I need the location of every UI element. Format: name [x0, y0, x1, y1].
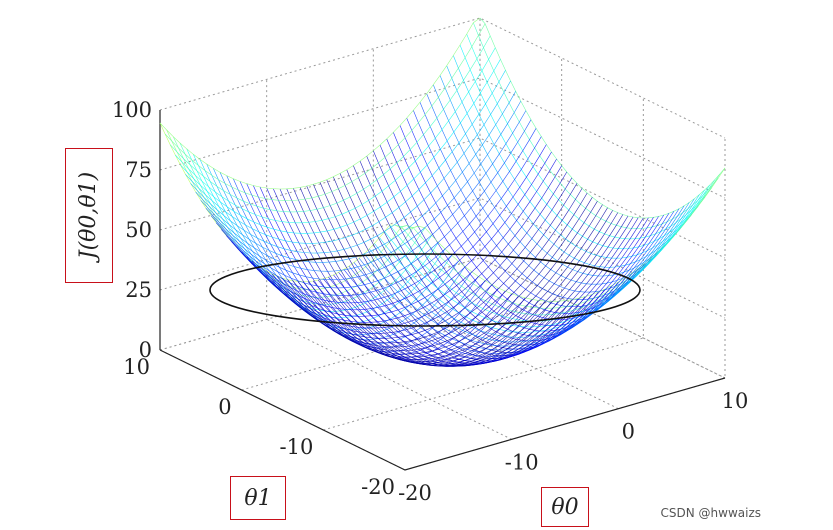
z-tick-label: 25 — [125, 278, 152, 302]
mesh-line-v — [348, 213, 670, 357]
mesh-line-v — [195, 91, 516, 263]
mesh-line-u — [473, 22, 719, 229]
contour-ellipse — [209, 253, 641, 327]
mesh-line-v — [185, 70, 506, 244]
grid-line-theta1 — [241, 58, 563, 391]
theta0-tick-label: -20 — [398, 481, 432, 505]
mesh-line-v — [236, 158, 557, 323]
mesh-line-v — [374, 198, 695, 338]
grid-line-theta1 — [159, 18, 481, 351]
mesh-line-v — [317, 217, 639, 367]
mesh-line-u — [446, 65, 692, 268]
grid-line-theta1 — [323, 98, 644, 431]
mesh-line-u — [439, 75, 686, 277]
mesh-line-v — [369, 202, 690, 343]
mesh-line-v — [307, 215, 629, 367]
grid-line-theta0 — [266, 79, 512, 440]
mesh-line-v — [159, 17, 481, 190]
mesh-line-v — [287, 207, 608, 363]
axes-grid — [159, 17, 726, 471]
z-axis-label: J(θ0,θ1) — [76, 171, 102, 260]
mesh-line-u — [159, 122, 406, 283]
z-axis-label-box: J(θ0,θ1) — [65, 148, 113, 283]
mesh-line-v — [175, 47, 496, 224]
mesh-line-v — [353, 211, 675, 354]
theta1-tick-label: -10 — [280, 435, 314, 459]
mesh-line-v — [312, 216, 634, 367]
theta1-axis-label: θ1 — [244, 485, 272, 511]
mesh-line-v — [363, 205, 685, 347]
theta0-tick-label: -10 — [505, 450, 539, 474]
mesh-line-u — [466, 33, 712, 240]
mesh-line-v — [221, 136, 542, 304]
mesh-line-v — [384, 189, 705, 328]
theta1-tick-label: 0 — [218, 395, 231, 419]
watermark: CSDN @hwwaizs — [660, 506, 762, 520]
theta0-axis-label-box: θ0 — [541, 487, 589, 527]
mesh-line-v — [164, 23, 486, 201]
grid-line-z — [159, 77, 726, 199]
z-tick-label: 0 — [139, 338, 152, 362]
mesh-line-v — [343, 214, 665, 360]
mesh-line-u — [459, 44, 706, 250]
cost-surface-mesh — [159, 17, 726, 367]
mesh-line-v — [210, 119, 532, 289]
grid-line-z — [159, 137, 726, 259]
z-tick-label: 75 — [125, 158, 152, 182]
mesh-line-v — [389, 184, 710, 322]
mesh-line-v — [256, 183, 578, 344]
theta1-tick-label: -20 — [361, 475, 395, 499]
mesh-line-v — [169, 35, 491, 213]
grid-line-theta0 — [479, 18, 726, 379]
z-tick-label: 100 — [112, 98, 152, 122]
theta0-tick-label: 10 — [722, 389, 749, 413]
mesh-line-v — [215, 128, 537, 296]
floor-edge — [159, 349, 726, 471]
mesh-line-v — [226, 144, 547, 311]
theta1-axis-label-box: θ1 — [230, 476, 286, 520]
mesh-line-u — [259, 186, 506, 361]
mesh-line-v — [302, 214, 624, 366]
mesh-line-v — [190, 80, 511, 254]
mesh-line-v — [205, 110, 527, 281]
theta1-tick-label: 10 — [123, 355, 150, 379]
mesh-line-v — [200, 100, 522, 272]
mesh-line-v — [241, 165, 562, 329]
theta0-axis-label: θ0 — [551, 494, 579, 520]
mesh-line-v — [180, 59, 501, 234]
mesh-line-u — [479, 17, 726, 219]
mesh-line-u — [186, 148, 432, 312]
z-tick-label: 50 — [125, 218, 152, 242]
grid-line-theta0 — [372, 48, 619, 410]
grid-line-theta1 — [404, 138, 726, 471]
mesh-line-v — [251, 177, 573, 339]
theta0-tick-label: 0 — [622, 420, 635, 444]
grid-line-z — [159, 17, 726, 139]
mesh-line-v — [246, 171, 568, 334]
mesh-line-v — [323, 217, 644, 366]
grid-line-z — [159, 197, 726, 319]
mesh-line-v — [282, 204, 603, 360]
mesh-line-v — [292, 210, 613, 364]
mesh-line-v — [231, 151, 552, 317]
